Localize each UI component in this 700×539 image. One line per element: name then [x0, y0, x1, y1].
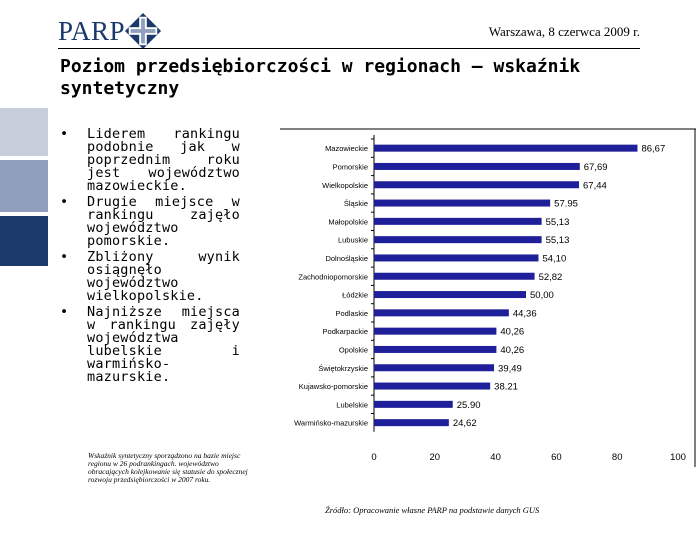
- value-label: 38.21: [494, 382, 518, 393]
- bar: [374, 382, 491, 390]
- x-tick-label: 60: [551, 452, 562, 463]
- source-note: Źródło: Opracowanie własne PARP na podst…: [325, 505, 540, 515]
- bar: [374, 419, 449, 427]
- value-label: 67,69: [584, 162, 608, 173]
- header-date: Warszawa, 8 czerwca 2009 r.: [488, 24, 640, 39]
- bar: [374, 400, 453, 408]
- category-label: Wielkopolskie: [322, 181, 368, 190]
- bullet-list: • Liderem rankingu podobnie jak w poprzed…: [60, 126, 240, 387]
- value-label: 40,26: [500, 345, 524, 356]
- bar: [374, 254, 539, 262]
- bar: [374, 345, 497, 353]
- category-label: Podlaskie: [335, 309, 368, 318]
- bar: [374, 236, 542, 244]
- bullet-dot-icon: •: [60, 126, 69, 142]
- parp-logo-mark-icon: [124, 12, 162, 50]
- value-label: 57.95: [554, 199, 578, 210]
- category-label: Śląskie: [344, 199, 368, 208]
- bar-chart: Mazowieckie 86,67 Pomorskie 67,69 Wielkopols…: [280, 127, 696, 467]
- bar: [374, 181, 580, 189]
- value-label: 40,26: [500, 327, 524, 338]
- value-label: 55,13: [546, 217, 570, 228]
- bullet-dot-icon: •: [60, 304, 69, 320]
- side-decor-block-dark: [0, 216, 48, 266]
- category-label: Małopolskie: [328, 217, 368, 226]
- bar: [374, 162, 580, 170]
- bullet-item: • Drugie miejsce w rankingu zajęło wojewó…: [60, 194, 240, 249]
- category-label: Kujawsko-pomorskie: [299, 382, 368, 391]
- side-decor-block-mid: [0, 160, 48, 212]
- value-label: 24,62: [453, 418, 477, 429]
- x-tick-label: 40: [490, 452, 501, 463]
- value-label: 25.90: [457, 400, 481, 411]
- value-label: 44,36: [513, 308, 537, 319]
- x-tick-label: 100: [670, 452, 686, 463]
- side-decor-block-light: [0, 108, 48, 156]
- value-label: 50,00: [530, 290, 554, 301]
- category-label: Mazowieckie: [325, 144, 368, 153]
- category-label: Opolskie: [339, 345, 368, 354]
- bar: [374, 364, 495, 372]
- bar: [374, 291, 526, 299]
- category-label: Łódzkie: [342, 291, 368, 300]
- category-label: Pomorskie: [333, 162, 368, 171]
- category-label: Dolnośląskie: [325, 254, 368, 263]
- page-title: Poziom przedsiębiorczości w regionach – …: [60, 56, 581, 99]
- value-label: 52,82: [539, 272, 563, 283]
- value-label: 67,44: [583, 180, 607, 191]
- bar: [374, 272, 535, 280]
- x-tick-label: 80: [612, 452, 623, 463]
- bar-chart-svg: Mazowieckie 86,67 Pomorskie 67,69 Wielkopols…: [280, 128, 696, 467]
- category-label: Podkarpackie: [323, 327, 368, 336]
- bullet-item: • Najniższe miejsca w rankingu zajęły woj…: [60, 304, 240, 385]
- value-label: 54,10: [542, 253, 566, 264]
- bar: [374, 144, 638, 152]
- header-divider: [58, 48, 640, 49]
- value-label: 39,49: [498, 363, 522, 374]
- bullet-item: • Zbliżony wynik osiągnęło województwo wi…: [60, 249, 240, 304]
- category-label: Świętokrzyskie: [318, 364, 368, 373]
- bar: [374, 199, 551, 207]
- bar: [374, 309, 509, 317]
- footnote: Wskaźnik syntetyczny sporządzono na bazi…: [88, 451, 248, 484]
- category-label: Lubuskie: [338, 236, 368, 245]
- value-label: 86,67: [641, 144, 665, 155]
- category-label: Warmińsko-mazurskie: [294, 419, 368, 428]
- x-tick-label: 20: [430, 452, 441, 463]
- bar: [374, 217, 542, 225]
- bullet-item: • Liderem rankingu podobnie jak w poprzed…: [60, 126, 240, 194]
- category-label: Zachodniopomorskie: [298, 272, 368, 281]
- category-label: Lubelskie: [336, 400, 368, 409]
- bullet-dot-icon: •: [60, 194, 69, 210]
- bar: [374, 327, 497, 335]
- bullet-dot-icon: •: [60, 249, 69, 265]
- logo-text: PARP: [58, 16, 126, 46]
- value-label: 55,13: [546, 235, 570, 246]
- x-tick-label: 0: [371, 452, 376, 463]
